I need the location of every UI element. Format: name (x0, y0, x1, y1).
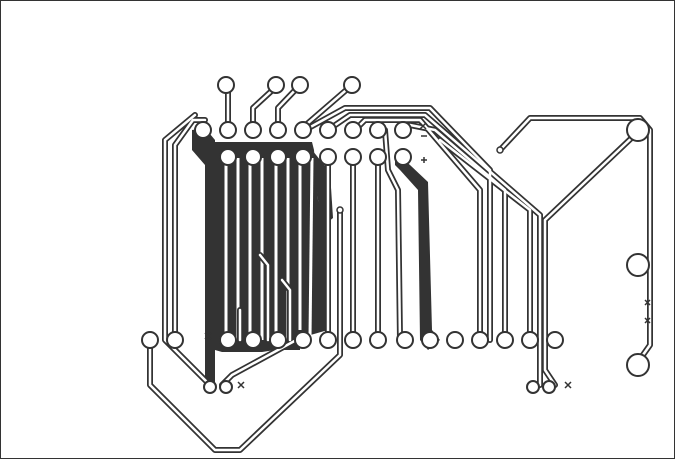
pad (219, 121, 237, 139)
pad (542, 380, 556, 394)
pad (626, 353, 650, 377)
pad (396, 331, 414, 349)
pad (394, 121, 412, 139)
pad (219, 331, 237, 349)
pad (471, 331, 489, 349)
pads (141, 76, 650, 394)
pad (369, 331, 387, 349)
pad (203, 380, 217, 394)
pad (369, 121, 387, 139)
pad (269, 148, 287, 166)
pad (294, 331, 312, 349)
pad (421, 331, 439, 349)
pad (291, 76, 309, 94)
via (496, 146, 504, 154)
pad (217, 76, 235, 94)
pad (219, 380, 233, 394)
pad (626, 118, 650, 142)
pad (546, 331, 564, 349)
pad (269, 331, 287, 349)
silk-marks (204, 122, 651, 389)
pad (244, 148, 262, 166)
pad (194, 121, 212, 139)
pad (521, 331, 539, 349)
pad (319, 148, 337, 166)
pad (343, 76, 361, 94)
pad (244, 331, 262, 349)
pad (526, 380, 540, 394)
pad (294, 148, 312, 166)
pad (446, 331, 464, 349)
pad (166, 331, 184, 349)
pad (269, 121, 287, 139)
pad (394, 148, 412, 166)
pad (496, 331, 514, 349)
pad (141, 331, 159, 349)
pad (267, 76, 285, 94)
pad (219, 148, 237, 166)
pad (319, 331, 337, 349)
via (336, 206, 344, 214)
pad (344, 121, 362, 139)
pad (344, 148, 362, 166)
pour-clearances (224, 157, 314, 340)
pad (369, 148, 387, 166)
pad (626, 253, 650, 277)
pad (319, 121, 337, 139)
pad (244, 121, 262, 139)
pad (294, 121, 312, 139)
pad (344, 331, 362, 349)
